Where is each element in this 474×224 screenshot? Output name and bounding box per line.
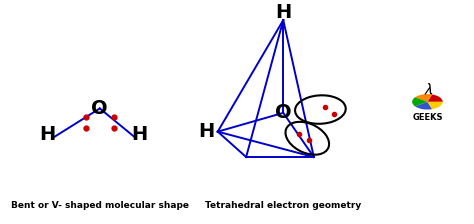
Text: H: H bbox=[39, 125, 55, 144]
Text: GEEKS: GEEKS bbox=[412, 113, 443, 122]
Wedge shape bbox=[415, 102, 432, 110]
Text: Tetrahedral electron geometry: Tetrahedral electron geometry bbox=[205, 201, 361, 210]
Text: H: H bbox=[198, 122, 214, 141]
Text: O: O bbox=[91, 99, 108, 118]
Text: H: H bbox=[275, 3, 292, 22]
Wedge shape bbox=[412, 97, 428, 106]
Wedge shape bbox=[428, 102, 443, 109]
Text: Bent or V- shaped molecular shape: Bent or V- shaped molecular shape bbox=[11, 201, 189, 210]
Text: $\mathcal{\lambda}$: $\mathcal{\lambda}$ bbox=[423, 81, 433, 98]
Wedge shape bbox=[415, 94, 432, 102]
Wedge shape bbox=[428, 95, 443, 102]
Text: O: O bbox=[275, 103, 292, 122]
Text: H: H bbox=[131, 125, 147, 144]
